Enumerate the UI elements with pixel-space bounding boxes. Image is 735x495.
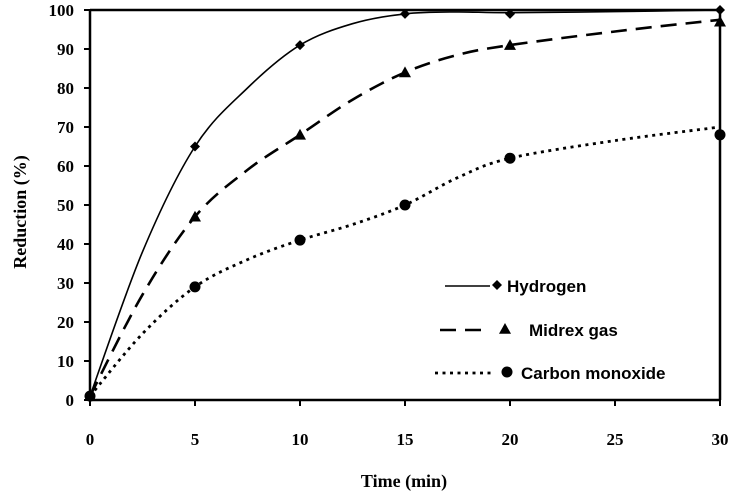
series-line-midrex-gas — [88, 18, 721, 397]
y-tick-label: 90 — [57, 40, 74, 59]
y-tick-label: 10 — [57, 352, 74, 371]
legend-marker-carbon-monoxide — [501, 366, 513, 378]
y-tick-label: 50 — [57, 196, 74, 215]
y-axis-ticks: 0 10 20 30 40 50 60 70 80 90 100 — [49, 1, 90, 410]
legend-marker-midrex-gas — [499, 323, 511, 334]
y-tick-label: 0 — [66, 391, 75, 410]
data-point-hydrogen — [295, 40, 305, 51]
legend-marker-hydrogen — [492, 280, 502, 290]
legend-label-midrex-gas: Midrex gas — [529, 321, 618, 340]
y-tick-label: 70 — [57, 118, 74, 137]
y-tick-label: 60 — [57, 157, 74, 176]
legend-item-hydrogen: Hydrogen — [445, 277, 586, 296]
y-tick-label: 30 — [57, 274, 74, 293]
data-point-carbon-monoxide — [714, 129, 726, 141]
y-tick-label: 80 — [57, 79, 74, 98]
series-line-hydrogen — [89, 9, 721, 397]
x-tick-label: 30 — [712, 430, 729, 449]
data-point-hydrogen — [400, 8, 410, 19]
x-tick-label: 10 — [292, 430, 309, 449]
data-point-carbon-monoxide — [189, 281, 201, 293]
legend-item-midrex-gas: Midrex gas — [440, 321, 618, 340]
series-layer — [84, 5, 726, 402]
x-tick-label: 25 — [607, 430, 624, 449]
data-point-carbon-monoxide — [399, 199, 411, 211]
series-carbon-monoxide — [84, 125, 726, 402]
x-tick-label: 5 — [191, 430, 200, 449]
y-axis-title: Reduction (%) — [10, 155, 31, 269]
y-tick-label: 20 — [57, 313, 74, 332]
series-line-carbon-monoxide — [88, 125, 721, 398]
data-point-midrex-gas — [189, 210, 201, 222]
data-point-midrex-gas — [504, 39, 516, 50]
legend-label-carbon-monoxide: Carbon monoxide — [521, 364, 666, 383]
data-point-carbon-monoxide — [504, 152, 516, 164]
legend-label-hydrogen: Hydrogen — [507, 277, 586, 296]
x-tick-label: 20 — [502, 430, 519, 449]
legend-item-carbon-monoxide: Carbon monoxide — [435, 364, 666, 383]
data-point-hydrogen — [190, 141, 200, 152]
y-tick-label: 40 — [57, 235, 74, 254]
y-tick-label: 100 — [49, 1, 75, 20]
data-point-midrex-gas — [294, 128, 306, 140]
x-axis-title: Time (min) — [361, 471, 447, 492]
x-tick-label: 0 — [86, 430, 95, 449]
data-point-midrex-gas — [714, 15, 726, 27]
data-point-hydrogen — [715, 5, 725, 15]
data-point-hydrogen — [505, 8, 515, 19]
x-axis-ticks: 0 5 10 15 20 25 30 — [86, 400, 729, 449]
legend: Hydrogen Midrex gas Carbon monoxide — [435, 277, 666, 383]
data-point-carbon-monoxide — [84, 390, 96, 402]
data-point-carbon-monoxide — [294, 234, 306, 246]
data-point-midrex-gas — [399, 66, 411, 78]
x-tick-label: 15 — [397, 430, 414, 449]
